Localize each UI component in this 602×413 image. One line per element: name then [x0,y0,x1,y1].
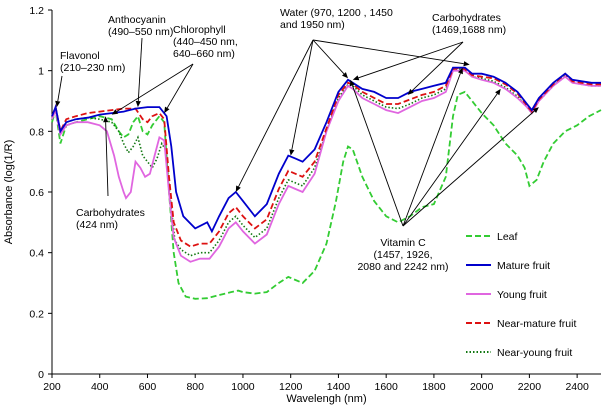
annotation-arrowhead [350,79,355,87]
x-tick-label: 1200 [279,381,303,393]
legend-entry: Young fruit [466,289,547,301]
x-tick-label: 1000 [231,381,255,393]
legend-label: Mature fruit [497,260,550,272]
annotation-text: (210–230 nm) [60,62,125,74]
legend-label: Young fruit [497,289,547,301]
annotation-arrow [358,41,464,79]
legend-entry: Near-young fruit [466,347,572,359]
series-line-leaf [51,90,602,300]
y-tick-label: 0.8 [29,126,44,138]
annotation-arrowhead [352,75,360,81]
series-line-near-mature-fruit [51,66,601,248]
annotation-arrowhead [458,67,463,75]
annotation-text: 640–660 nm) [173,48,235,60]
annotation-text: and 1950 nm) [280,19,345,31]
annotation-arrow [291,39,314,150]
annotation-text: (424 nm) [76,219,118,231]
series-line-young-fruit [51,69,601,263]
x-tick-label: 200 [43,381,61,393]
x-tick-label: 1600 [374,381,398,393]
annotation-arrow [351,85,404,227]
annotation-text: (1469,1688 nm) [432,24,506,36]
annotation-arrowhead [111,109,119,115]
annotation-arrowhead [495,88,501,96]
annotation-text: Anthocyanin [108,14,166,26]
x-tick-label: 1400 [327,381,351,393]
annotation-text: Vitamin C [380,237,426,249]
y-axis-title: Absorbance (log(1/R) [3,140,15,245]
y-tick-label: 0 [38,369,44,381]
legend: Leaf Mature fruit Young fruit Near-mature f… [466,231,576,359]
annotation-text: Carbohydrates [76,207,145,219]
annotation-chlorophyll: Chlorophyll(440–450 nm,640–660 nm) [111,24,238,115]
annotation-text: Water (970, 1200 , 1450 [280,7,393,19]
legend-label: Near-young fruit [497,347,572,359]
axis-titles: Wavelengh (nm) Absorbance (log(1/R) [3,140,367,405]
annotation-arrowhead [103,116,109,123]
annotation-arrowhead [164,106,170,114]
annotation-arrow [402,93,498,227]
series-line-mature-fruit [51,66,601,234]
annotation-arrow [402,73,461,227]
annotations: Flavonol(210–230 nm)Anthocyanin(490–550 … [55,7,539,273]
annotation-text: 2080 and 2242 nm) [357,261,448,273]
annotation-arrowhead [55,100,61,108]
x-tick-label: 1800 [422,381,446,393]
annotation-text: Flavonol [60,50,100,62]
legend-entry: Near-mature fruit [466,318,576,330]
x-axis-title: Wavelengh (nm) [286,393,366,405]
annotation-anthocyanin: Anthocyanin(490–550 nm) [108,14,173,108]
legend-label: Near-mature fruit [497,318,576,330]
y-tick-label: 1.2 [29,5,44,17]
annotation-arrow [57,75,63,102]
x-tick-label: 800 [186,381,204,393]
annotation-arrow [238,39,314,187]
legend-entry: Mature fruit [466,260,550,272]
annotation-arrow [116,63,194,112]
annotation-vitamin-c: Vitamin C(1457, 1926,2080 and 2242 nm) [350,67,539,273]
axes: 200 400 600 800 1000 1200 1400 1600 1800 2000 2200… [29,5,601,393]
x-tick-label: 2200 [518,381,542,393]
legend-entry: Leaf [466,231,518,243]
annotation-arrow [166,63,194,109]
annotation-carbohydrates-vis: Carbohydrates(424 nm) [76,116,145,231]
annotation-text: Carbohydrates [432,12,501,24]
annotation-arrowhead [407,88,414,95]
annotation-text: (1457, 1926, [374,249,433,261]
y-tick-label: 1 [38,66,44,78]
x-tick-label: 600 [139,381,157,393]
annotation-flavonol: Flavonol(210–230 nm) [55,50,125,108]
annotation-text: (490–550 nm) [108,26,173,38]
x-tick-label: 2400 [565,381,589,393]
series-line-near-young-fruit [51,68,601,257]
y-tick-label: 0.4 [29,248,44,260]
y-tick-label: 0.6 [29,187,44,199]
annotation-arrowhead [463,61,470,67]
x-tick-label: 2000 [470,381,494,393]
y-tick-label: 0.2 [29,308,44,320]
annotation-arrowhead [289,149,295,156]
annotation-arrow [312,39,345,75]
annotation-arrowhead [342,72,348,79]
annotation-arrow [105,122,109,197]
series-lines [51,66,602,300]
annotation-arrow [312,39,464,65]
annotation-arrowhead [532,107,539,113]
x-tick-label: 400 [91,381,109,393]
annotation-arrow [411,41,464,92]
annotation-carbohydrates-nir: Carbohydrates(1469,1688 nm) [352,12,506,95]
legend-label: Leaf [497,231,518,243]
annotation-text: (440–450 nm, [173,36,238,48]
annotation-arrow [402,110,535,227]
annotation-arrowhead [235,185,241,192]
annotation-arrowhead [135,100,141,108]
annotation-text: Chlorophyll [173,24,226,36]
annotation-arrow [137,37,143,102]
